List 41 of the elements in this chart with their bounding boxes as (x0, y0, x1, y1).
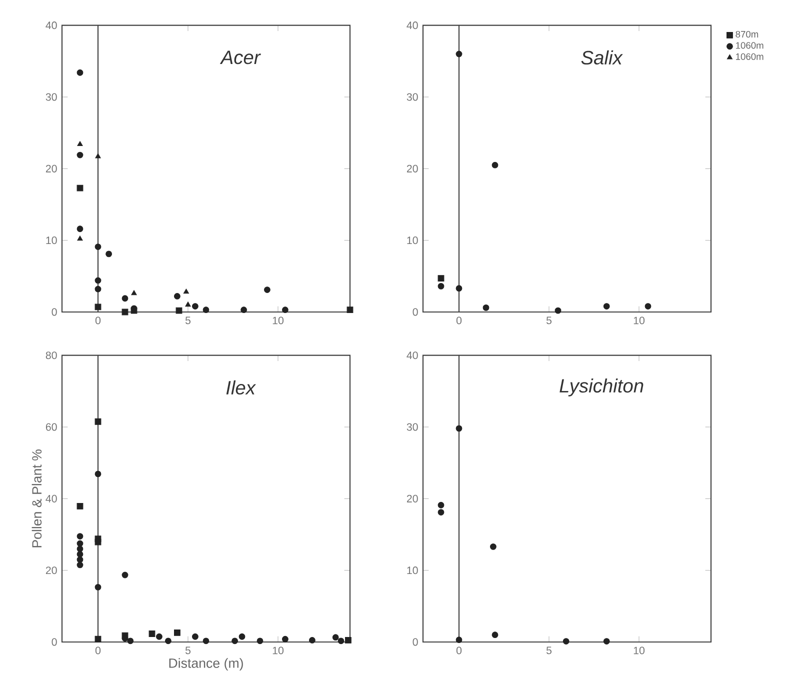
y-tick-label: 40 (406, 22, 418, 30)
x-tick-label: 0 (456, 646, 462, 654)
y-tick-label: 40 (406, 352, 418, 360)
y-tick-label: 30 (406, 423, 418, 431)
x-tick-label: 5 (546, 646, 552, 654)
x-tick-label: 5 (546, 316, 552, 324)
x-tick-label: 10 (272, 646, 284, 654)
x-tick-label: 10 (272, 316, 284, 324)
y-tick-label: 0 (52, 638, 57, 646)
x-tick-label: 5 (185, 316, 191, 324)
y-tick-label: 60 (46, 423, 57, 431)
x-tick-label: 0 (95, 646, 101, 654)
text: Acer (220, 50, 261, 64)
y-tick-label: 20 (46, 566, 57, 574)
y-tick-label: 40 (46, 494, 57, 502)
y-axis-title: Pollen & Plant % (32, 449, 42, 548)
legend-label: 1060m (736, 42, 764, 49)
y-tick-label: 0 (412, 638, 418, 646)
x-tick-label: 0 (456, 316, 462, 324)
x-tick-label: 5 (185, 646, 191, 654)
text: Ilex (226, 380, 256, 395)
text: Lysichiton (560, 378, 644, 396)
x-tick-label: 10 (634, 316, 645, 324)
y-tick-label: 40 (46, 22, 57, 30)
y-tick-label: 20 (406, 494, 418, 502)
y-tick-label: 30 (406, 93, 418, 101)
y-tick-label: 0 (412, 308, 418, 316)
y-tick-label: 10 (407, 236, 418, 244)
legend-label: 1060m (736, 53, 764, 60)
x-tick-label: 10 (634, 646, 645, 654)
legend-label: 870m (736, 30, 758, 38)
y-tick-label: 80 (46, 352, 57, 360)
x-tick-label: 0 (95, 316, 101, 324)
y-tick-label: 20 (46, 164, 57, 172)
y-tick-label: 20 (406, 164, 418, 172)
x-axis-title: Distance (m) (169, 658, 243, 671)
y-tick-label: 10 (46, 236, 57, 244)
y-tick-label: 0 (52, 308, 57, 316)
text: Salix (581, 50, 623, 65)
y-tick-label: 30 (46, 93, 57, 101)
y-tick-label: 10 (407, 566, 418, 574)
